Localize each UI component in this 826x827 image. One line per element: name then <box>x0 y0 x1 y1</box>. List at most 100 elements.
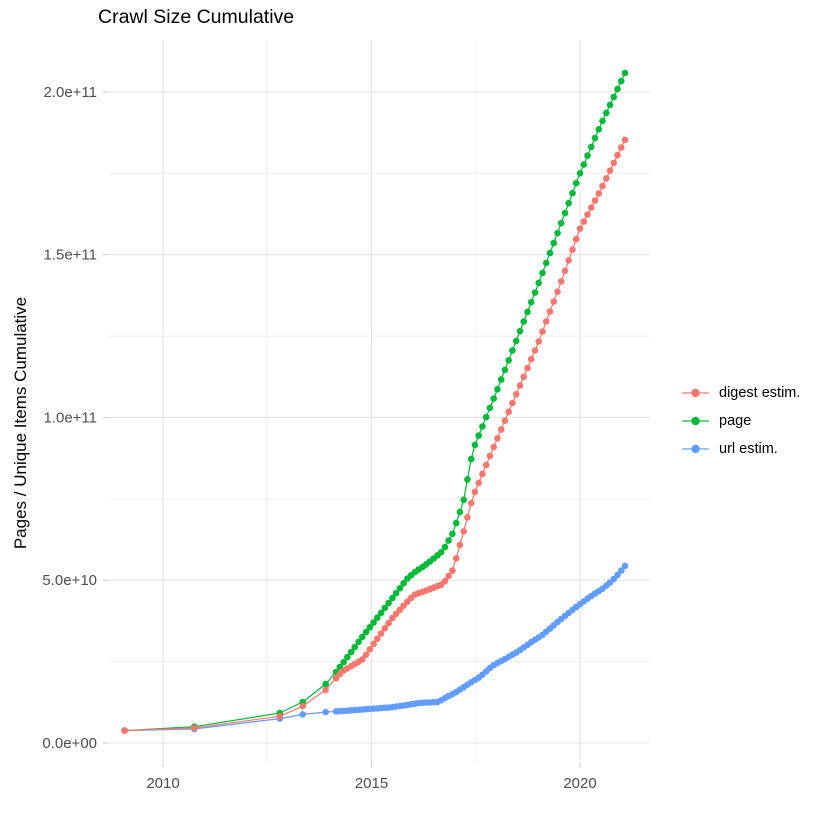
x-tick-label: 2010 <box>146 775 179 792</box>
series-dot-digest-estim <box>603 175 610 182</box>
series-dot-page <box>576 170 584 177</box>
series-dot-digest-estim <box>614 151 621 159</box>
series-dot-digest-estim <box>561 267 569 275</box>
chart-title: Crawl Size Cumulative <box>98 6 295 28</box>
series-dot-page <box>565 199 572 207</box>
series-dot-digest-estim <box>385 619 392 627</box>
series-dot-digest-estim <box>610 159 618 167</box>
series-dot-page <box>572 179 580 187</box>
series-dot-page <box>569 189 576 197</box>
series-dot-page <box>520 318 527 325</box>
series-dot-digest-estim <box>584 211 591 218</box>
series-dot-page <box>621 69 629 77</box>
series-dot-digest-estim <box>550 298 557 305</box>
series-dot-digest-estim <box>539 328 546 335</box>
legend-key-digest-estim <box>682 388 709 398</box>
series-dot-digest-estim <box>460 528 468 535</box>
series-dot-digest-estim <box>516 382 524 389</box>
series-dot-page <box>614 85 621 93</box>
series-dot-digest-estim <box>374 635 381 642</box>
series-dot-url-estim <box>322 708 329 716</box>
series-dot-page <box>479 423 486 430</box>
series-dot-page <box>392 589 400 597</box>
series-dot-page <box>437 549 445 556</box>
series-dot-digest-estim <box>509 399 516 407</box>
series-dot-page <box>370 619 377 626</box>
series-dot-digest-estim <box>464 514 471 521</box>
y-tick-label: 5.0e+10 <box>42 572 97 589</box>
series-dot-digest-estim <box>490 443 498 451</box>
series-dot-digest-estim <box>535 338 542 345</box>
series-dot-page <box>610 93 618 101</box>
series-dot-digest-estim <box>467 499 475 507</box>
series-dot-page <box>584 152 591 159</box>
series-dot-url-estim <box>299 711 307 718</box>
series-dot-digest-estim <box>191 724 198 732</box>
y-tick-label: 2.0e+11 <box>43 84 97 101</box>
series-dot-page <box>344 653 351 661</box>
y-axis-title: Pages / Unique Items Cumulative <box>11 296 30 550</box>
series-dot-page <box>494 386 501 393</box>
series-dot-page <box>516 327 524 335</box>
series-dot-digest-estim <box>441 577 449 585</box>
series-dot-digest-estim <box>445 572 452 580</box>
series-dot-digest-estim <box>299 702 307 710</box>
series-dot-page <box>366 624 374 631</box>
series-dot-digest-estim <box>505 408 512 416</box>
series-dot-page <box>588 143 595 151</box>
series-dot-digest-estim <box>554 288 561 296</box>
legend-item-digest-estim: digest estim. <box>682 379 800 407</box>
series-dot-digest-estim <box>512 391 520 398</box>
series-dot-page <box>381 604 389 612</box>
series-dot-url-estim <box>618 567 625 574</box>
series-dot-digest-estim <box>572 235 580 243</box>
legend-label: digest estim. <box>719 385 801 401</box>
series-dot-digest-estim <box>520 373 527 381</box>
series-dot-digest-estim <box>546 308 554 315</box>
series-dot-page <box>542 259 550 267</box>
legend-label: url estim. <box>719 441 778 457</box>
series-dot-page <box>599 117 606 125</box>
series-dot-digest-estim <box>527 355 535 363</box>
series-dot-digest-estim <box>475 479 483 487</box>
series-dot-page <box>374 614 381 621</box>
series-dot-page <box>471 441 479 449</box>
series-dot-page <box>355 638 362 646</box>
series-dot-page <box>482 413 490 421</box>
series-dot-page <box>618 77 625 85</box>
series-dot-page <box>464 476 471 483</box>
series-dot-page <box>546 249 554 257</box>
series-dot-page <box>497 376 505 383</box>
series-dot-digest-estim <box>121 727 128 734</box>
legend-key-url-estim <box>682 444 709 454</box>
series-dot-page <box>445 537 452 544</box>
series-dot-digest-estim <box>621 136 629 144</box>
series-dot-page <box>505 357 512 364</box>
series-dot-page <box>512 337 520 345</box>
series-line-page <box>124 72 626 732</box>
series-dot-page <box>606 101 614 109</box>
series-dot-digest-estim <box>618 144 625 151</box>
series-dot-digest-estim <box>471 488 479 496</box>
series-dot-page <box>535 279 542 287</box>
series-dot-digest-estim <box>370 640 377 648</box>
series-dot-page <box>385 599 392 607</box>
series-dot-digest-estim <box>531 347 539 354</box>
series-dot-page <box>539 269 546 277</box>
series-dot-digest-estim <box>377 630 385 637</box>
x-tick-label: 2015 <box>355 775 388 792</box>
series-dot-page <box>591 134 599 142</box>
series-dot-digest-estim <box>569 246 576 253</box>
series-dot-page <box>359 633 366 641</box>
series-dot-page <box>595 126 603 133</box>
series-dot-digest-estim <box>599 182 606 190</box>
series-dot-digest-estim <box>381 625 389 632</box>
series-dot-page <box>580 161 588 168</box>
series-dot-page <box>475 432 483 439</box>
legend: digest estim. page url estim. <box>682 379 800 463</box>
series-dot-digest-estim <box>588 204 595 211</box>
series-dot-page <box>456 508 464 516</box>
series-dot-digest-estim <box>479 470 486 478</box>
